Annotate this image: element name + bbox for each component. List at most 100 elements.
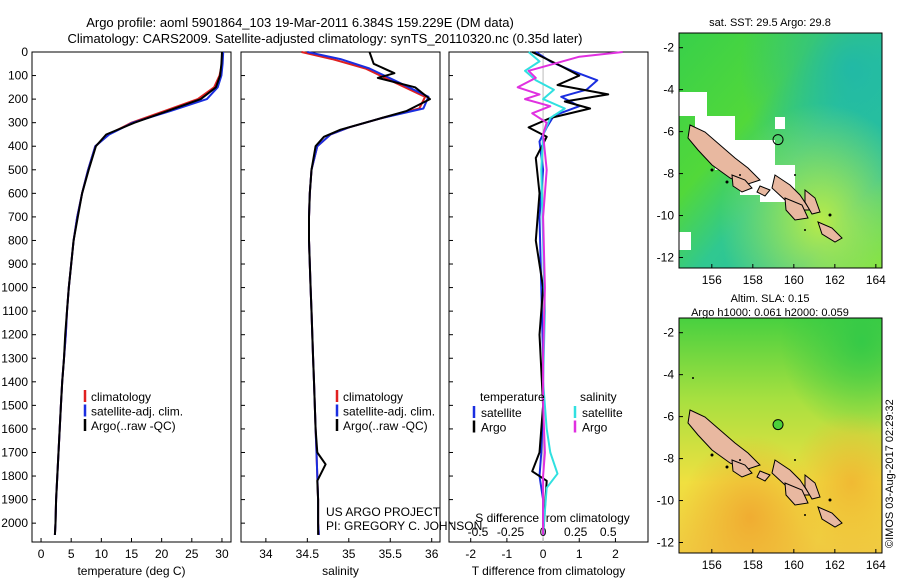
map-y-tick-label: -10 [657, 494, 675, 508]
y-tick-label: 1500 [1, 398, 28, 412]
map-x-tick-label: 158 [743, 558, 763, 572]
x-tick-label: 35.5 [379, 547, 403, 561]
y-tick-label: 1800 [1, 469, 28, 483]
map-y-tick-label: -4 [663, 83, 674, 97]
argo-position-marker [772, 134, 784, 146]
y-tick-label: 1200 [1, 328, 28, 342]
y-tick-label: 1600 [1, 422, 28, 436]
y-tick-label: 500 [8, 163, 28, 177]
sst-map-frame [678, 32, 883, 269]
s-tick-label: 0.25 [564, 525, 588, 539]
x-tick-label: 15 [125, 547, 139, 561]
difference-xlabel: T difference from climatology [472, 564, 626, 578]
map-x-tick-label: 164 [866, 273, 886, 287]
legend-temperature-title: temperature [480, 390, 545, 404]
legend-label: satellite [582, 406, 623, 420]
legend-label: satellite [481, 406, 522, 420]
map-y-tick-label: -6 [663, 125, 674, 139]
coastline-detail [710, 168, 832, 231]
map-y-tick-label: -10 [657, 209, 675, 223]
title-line-2: Climatology: CARS2009. Satellite-adjuste… [68, 31, 583, 46]
map-y-tick-label: -8 [663, 452, 674, 466]
y-tick-label: 900 [8, 257, 28, 271]
map-y-tick-label: -2 [663, 41, 674, 55]
legend-label: satellite-adj. clim. [343, 405, 435, 419]
legend-label: Argo(..raw -QC) [343, 419, 428, 433]
salinity-frame [240, 51, 441, 543]
map-x-tick-label: 158 [743, 273, 763, 287]
x-tick-label: 34.5 [296, 547, 320, 561]
y-tick-label: 1000 [1, 281, 28, 295]
x-tick-label: 0 [540, 547, 547, 561]
title-line-1: Argo profile: aoml 5901864_103 19-Mar-20… [86, 15, 514, 30]
x-tick-label: 5 [68, 547, 75, 561]
x-tick-label: 34 [259, 547, 273, 561]
y-tick-label: 400 [8, 139, 28, 153]
map-y-tick-label: -12 [657, 251, 675, 265]
argo-position-marker-filled [772, 419, 784, 431]
map-x-tick-label: 156 [702, 273, 722, 287]
temperature-series-argo-raw-qc- [53, 51, 223, 535]
y-tick-label: 600 [8, 186, 28, 200]
legend-label: climatology [91, 390, 151, 404]
s-tick-label: -0.25 [497, 525, 525, 539]
y-tick-label: 200 [8, 92, 28, 106]
x-tick-label: 25 [185, 547, 199, 561]
y-tick-label: 1100 [2, 304, 28, 318]
y-tick-label: 1900 [1, 493, 28, 507]
difference-panel: -2 -1 0 1 2 T difference from climatology -0.5… [448, 51, 649, 578]
legend-label: Argo [582, 421, 608, 435]
difference-frame [448, 51, 649, 543]
y-tick-label: 1700 [1, 445, 28, 459]
salinity-panel: 34 34.5 35 35.5 36 salinity climatologysatelli… [240, 51, 441, 578]
sst-map-title: sat. SST: 29.5 Argo: 29.8 [709, 17, 831, 29]
difference-series-s-argo [516, 51, 623, 535]
map-x-tick-label: 162 [825, 273, 845, 287]
x-tick-label: 10 [95, 547, 109, 561]
x-tick-label: -1 [502, 547, 513, 561]
island-shapes-2 [687, 409, 843, 528]
legend-label: satellite-adj. clim. [91, 405, 183, 419]
difference-series-t-argo [527, 51, 610, 535]
x-tick-label: 0 [38, 547, 45, 561]
map-y-tick-label: -4 [663, 368, 674, 382]
x-tick-label: 36 [425, 547, 439, 561]
s-tick-label: 0.5 [600, 525, 617, 539]
sla-map-frame [678, 317, 883, 554]
s-tick-label: -0.5 [468, 525, 489, 539]
map-x-tick-label: 156 [702, 558, 722, 572]
temperature-xlabel: temperature (deg C) [77, 564, 185, 578]
s-axis-label: S difference from climatology [475, 511, 630, 525]
sst-map: sat. SST: 29.5 Argo: 29.8 [657, 17, 887, 287]
map-x-tick-label: 160 [784, 273, 804, 287]
map-x-tick-label: 164 [866, 558, 886, 572]
island-shapes [687, 124, 843, 243]
sla-map-title-2: Argo h1000: 0.061 h2000: 0.059 [691, 307, 849, 319]
x-tick-label: 20 [155, 547, 169, 561]
credit-line-1: US ARGO PROJECT [326, 505, 441, 519]
y-tick-label: 2000 [1, 516, 28, 530]
x-tick-label: 2 [612, 547, 619, 561]
y-tick-label: 0 [21, 45, 28, 59]
x-tick-label: 30 [215, 547, 229, 561]
temperature-frame [31, 51, 232, 543]
y-tick-label: 800 [8, 233, 28, 247]
difference-series-t-satellite [535, 51, 599, 535]
salinity-xlabel: salinity [322, 564, 359, 578]
legend-label: climatology [343, 390, 403, 404]
y-tick-label: 100 [8, 69, 28, 83]
temperature-panel: 0100200300400500600700800900100011001200… [1, 45, 232, 578]
legend-label: Argo [481, 421, 507, 435]
x-tick-label: 35 [342, 547, 356, 561]
x-tick-label: 1 [576, 547, 583, 561]
map-x-tick-label: 160 [784, 558, 804, 572]
y-tick-label: 1400 [1, 375, 28, 389]
credit-line-2: PI: GREGORY C. JOHNSON [326, 519, 482, 533]
x-tick-label: -2 [465, 547, 476, 561]
map-y-tick-label: -6 [663, 410, 674, 424]
map-y-tick-label: -8 [663, 167, 674, 181]
imos-watermark: ©IMOS 03-Aug-2017 02:29:32 [884, 399, 896, 548]
map-y-tick-label: -2 [663, 326, 674, 340]
y-tick-label: 300 [8, 116, 28, 130]
